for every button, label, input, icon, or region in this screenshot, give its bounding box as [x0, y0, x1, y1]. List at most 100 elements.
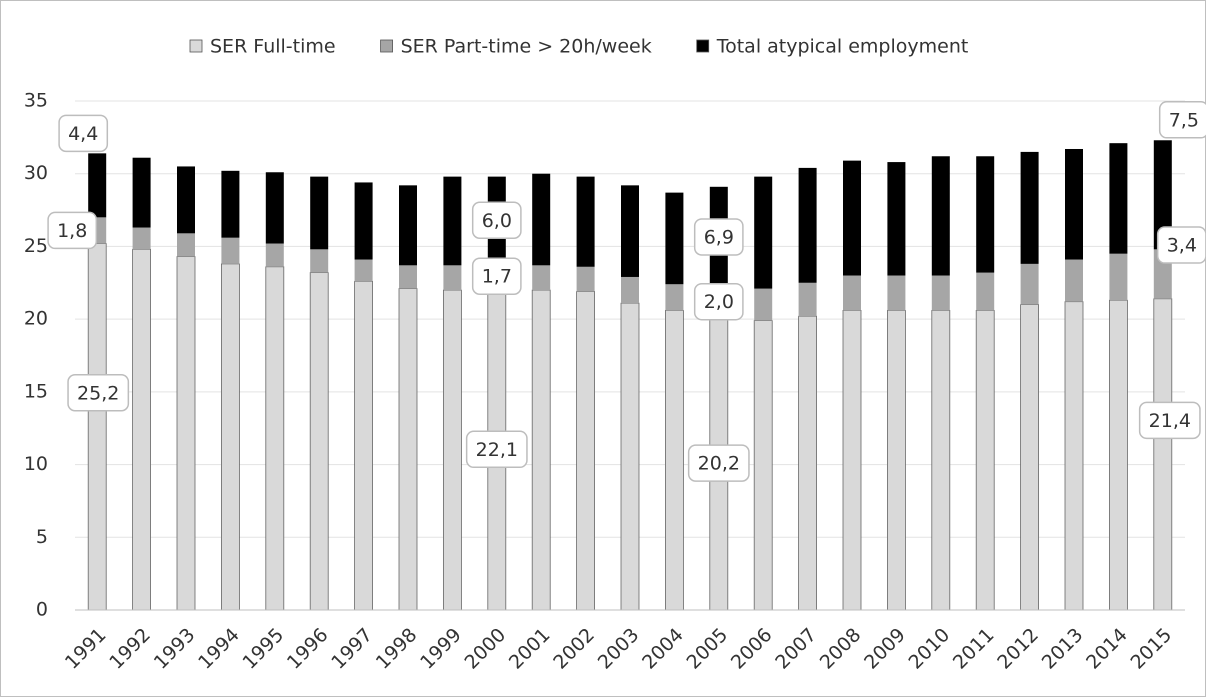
bar-segment — [132, 227, 151, 250]
data-label-box — [67, 374, 130, 412]
bar-segment — [265, 266, 285, 611]
bar-segment — [798, 282, 817, 317]
bar-segment — [576, 291, 595, 611]
data-label: 1,8 — [47, 211, 98, 250]
legend-swatch — [189, 39, 203, 53]
data-label-text: 21,4 — [1149, 410, 1191, 432]
legend-swatch — [696, 39, 710, 53]
data-label-box — [47, 211, 98, 250]
data-label: 6,9 — [693, 218, 744, 256]
bar-segment — [1020, 151, 1039, 264]
bar-segment — [176, 256, 196, 611]
data-label: 7,5 — [1158, 101, 1206, 139]
bar-segment — [310, 249, 329, 273]
bar-segment — [220, 263, 240, 611]
data-label-text: 4,4 — [68, 123, 98, 145]
data-label-box — [693, 282, 744, 321]
bar-segment — [399, 185, 417, 266]
bar-segment — [532, 265, 551, 291]
bar-segment — [310, 176, 329, 250]
bar-segment — [621, 185, 639, 277]
data-label-text: 22,1 — [476, 439, 518, 461]
data-label: 6,0 — [471, 201, 522, 240]
data-label-text: 2,0 — [704, 291, 734, 313]
bar-segment — [532, 173, 551, 266]
legend-label: SER Part-time > 20h/week — [401, 36, 652, 58]
bar-segment — [798, 315, 817, 611]
bar-segment — [221, 170, 240, 238]
bar-segment — [1064, 301, 1084, 611]
bar-segment — [87, 243, 107, 611]
y-tick-label: 10 — [24, 453, 48, 475]
bar-segment — [354, 259, 373, 282]
data-label-text: 6,9 — [704, 226, 734, 248]
legend-swatch — [380, 39, 393, 53]
bar-segment — [843, 275, 861, 311]
y-tick-label: 25 — [24, 235, 48, 257]
bar-segment — [576, 266, 595, 292]
data-label-box — [1158, 101, 1206, 139]
bar-segment — [443, 265, 462, 291]
data-label-box — [1138, 401, 1201, 440]
bar-segment — [887, 275, 906, 311]
bar-segment — [398, 288, 418, 611]
bar-segment — [1020, 304, 1039, 611]
bar-segment — [399, 265, 417, 289]
bar-segment — [754, 176, 773, 289]
data-label-text: 3,4 — [1167, 235, 1197, 257]
data-label-text: 6,0 — [482, 210, 512, 232]
data-label-box — [687, 444, 750, 482]
bar-segment — [1020, 263, 1039, 305]
bar-segment — [265, 243, 284, 267]
data-label-box — [465, 430, 528, 469]
bar-segment — [931, 275, 950, 311]
bar-segment — [931, 156, 950, 276]
data-label-text: 1,7 — [482, 266, 512, 288]
data-label-text: 25,2 — [77, 382, 119, 404]
data-label-box — [693, 218, 744, 256]
bar-segment — [354, 280, 374, 611]
data-label-box — [471, 257, 522, 295]
bar-segment — [620, 302, 640, 611]
bar-segment — [1109, 299, 1128, 611]
bar-segment — [443, 176, 462, 266]
data-label: 20,2 — [687, 444, 750, 482]
data-label: 21,4 — [1138, 401, 1201, 440]
y-tick-label: 5 — [36, 526, 48, 548]
bar-segment — [1065, 259, 1083, 302]
bar-segment — [842, 310, 862, 611]
data-label: 4,4 — [58, 114, 109, 153]
bar-segment — [976, 156, 995, 273]
bar-segment — [931, 310, 951, 611]
data-label-text: 20,2 — [698, 453, 740, 475]
legend-label: SER Full-time — [210, 36, 336, 58]
bar-segment — [442, 289, 462, 611]
legend-label: Total atypical employment — [716, 36, 969, 58]
bar-segment — [798, 167, 817, 283]
bar-segment — [1065, 148, 1083, 260]
data-label-text: 7,5 — [1169, 109, 1199, 131]
data-label: 3,4 — [1156, 226, 1206, 264]
bar-segment — [754, 288, 773, 321]
bar-segment — [177, 233, 195, 257]
bar-segment — [531, 289, 551, 611]
y-tick-label: 35 — [24, 90, 48, 112]
bar-segment — [88, 153, 107, 218]
data-label: 2,0 — [693, 282, 744, 321]
bar-segment — [354, 182, 373, 260]
bar-segment — [1109, 253, 1128, 301]
data-label-text: 1,8 — [57, 220, 87, 242]
y-tick-label: 20 — [24, 308, 48, 330]
data-label: 22,1 — [465, 430, 528, 469]
bar-segment — [975, 310, 995, 611]
bar-segment — [665, 284, 684, 311]
bar-segment — [1109, 143, 1128, 254]
data-label: 1,7 — [471, 257, 522, 295]
bar-segment — [976, 272, 995, 311]
bar-segment — [221, 237, 240, 264]
bar-segment — [621, 276, 639, 304]
bar-segment — [132, 157, 151, 228]
y-tick-label: 30 — [24, 162, 48, 184]
